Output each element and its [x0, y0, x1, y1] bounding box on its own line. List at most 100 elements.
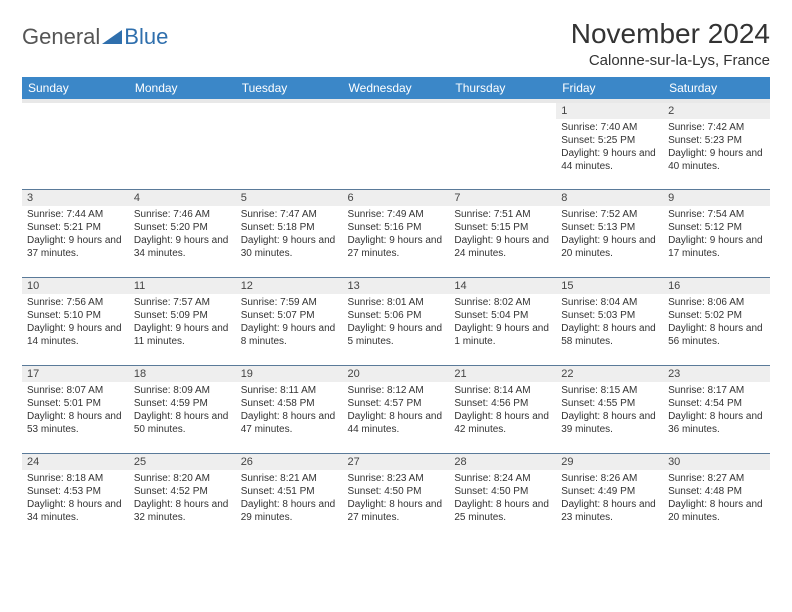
day-details: Sunrise: 8:18 AMSunset: 4:53 PMDaylight:… [22, 470, 129, 528]
calendar-day-cell: 19Sunrise: 8:11 AMSunset: 4:58 PMDayligh… [236, 365, 343, 453]
calendar-day-cell: 5Sunrise: 7:47 AMSunset: 5:18 PMDaylight… [236, 189, 343, 277]
sunrise-line: Sunrise: 8:27 AM [668, 472, 765, 485]
daylight-line: Daylight: 8 hours and 25 minutes. [454, 498, 551, 524]
calendar-week-row: 24Sunrise: 8:18 AMSunset: 4:53 PMDayligh… [22, 453, 770, 541]
sunrise-line: Sunrise: 8:12 AM [348, 384, 445, 397]
sunrise-line: Sunrise: 7:44 AM [27, 208, 124, 221]
sunrise-line: Sunrise: 7:40 AM [561, 121, 658, 134]
day-number: 10 [22, 278, 129, 294]
daylight-line: Daylight: 9 hours and 40 minutes. [668, 147, 765, 173]
calendar-day-cell: 14Sunrise: 8:02 AMSunset: 5:04 PMDayligh… [449, 277, 556, 365]
day-number: 17 [22, 366, 129, 382]
sunrise-line: Sunrise: 8:09 AM [134, 384, 231, 397]
daylight-line: Daylight: 9 hours and 11 minutes. [134, 322, 231, 348]
sunrise-line: Sunrise: 7:56 AM [27, 296, 124, 309]
calendar-day-cell [343, 101, 450, 189]
day-number: 12 [236, 278, 343, 294]
sunset-line: Sunset: 4:50 PM [454, 485, 551, 498]
daylight-line: Daylight: 8 hours and 53 minutes. [27, 410, 124, 436]
calendar-day-cell: 7Sunrise: 7:51 AMSunset: 5:15 PMDaylight… [449, 189, 556, 277]
sunrise-line: Sunrise: 7:51 AM [454, 208, 551, 221]
weekday-header: Tuesday [236, 77, 343, 101]
logo-text-blue: Blue [124, 24, 168, 50]
sunset-line: Sunset: 5:21 PM [27, 221, 124, 234]
day-number: 24 [22, 454, 129, 470]
day-details: Sunrise: 7:42 AMSunset: 5:23 PMDaylight:… [663, 119, 770, 177]
sunset-line: Sunset: 5:02 PM [668, 309, 765, 322]
day-details: Sunrise: 8:23 AMSunset: 4:50 PMDaylight:… [343, 470, 450, 528]
day-number: 26 [236, 454, 343, 470]
daylight-line: Daylight: 8 hours and 50 minutes. [134, 410, 231, 436]
day-number: 7 [449, 190, 556, 206]
day-details: Sunrise: 8:24 AMSunset: 4:50 PMDaylight:… [449, 470, 556, 528]
day-details: Sunrise: 8:07 AMSunset: 5:01 PMDaylight:… [22, 382, 129, 440]
sunset-line: Sunset: 5:01 PM [27, 397, 124, 410]
day-number: 15 [556, 278, 663, 294]
sunrise-line: Sunrise: 7:59 AM [241, 296, 338, 309]
sunrise-line: Sunrise: 8:06 AM [668, 296, 765, 309]
location-text: Calonne-sur-la-Lys, France [571, 52, 770, 69]
weekday-header: Wednesday [343, 77, 450, 101]
sunrise-line: Sunrise: 8:04 AM [561, 296, 658, 309]
calendar-day-cell: 17Sunrise: 8:07 AMSunset: 5:01 PMDayligh… [22, 365, 129, 453]
sunset-line: Sunset: 5:10 PM [27, 309, 124, 322]
day-details: Sunrise: 8:26 AMSunset: 4:49 PMDaylight:… [556, 470, 663, 528]
sunrise-line: Sunrise: 8:21 AM [241, 472, 338, 485]
sunrise-line: Sunrise: 7:49 AM [348, 208, 445, 221]
sunset-line: Sunset: 5:18 PM [241, 221, 338, 234]
day-details: Sunrise: 7:46 AMSunset: 5:20 PMDaylight:… [129, 206, 236, 264]
day-details: Sunrise: 8:06 AMSunset: 5:02 PMDaylight:… [663, 294, 770, 352]
sunrise-line: Sunrise: 8:20 AM [134, 472, 231, 485]
sunset-line: Sunset: 5:07 PM [241, 309, 338, 322]
day-details: Sunrise: 8:27 AMSunset: 4:48 PMDaylight:… [663, 470, 770, 528]
weekday-header: Thursday [449, 77, 556, 101]
day-details: Sunrise: 8:15 AMSunset: 4:55 PMDaylight:… [556, 382, 663, 440]
day-details: Sunrise: 7:59 AMSunset: 5:07 PMDaylight:… [236, 294, 343, 352]
calendar-week-row: 10 Sunrise: 7:56 AMSunset: 5:10 PM Dayligh… [22, 277, 770, 365]
sunrise-line: Sunrise: 8:02 AM [454, 296, 551, 309]
day-number: 16 [663, 278, 770, 294]
calendar-day-cell: 16Sunrise: 8:06 AMSunset: 5:02 PMDayligh… [663, 277, 770, 365]
sunset-line: Sunset: 4:55 PM [561, 397, 658, 410]
calendar-day-cell: 22Sunrise: 8:15 AMSunset: 4:55 PMDayligh… [556, 365, 663, 453]
sunset-line: Sunset: 5:04 PM [454, 309, 551, 322]
sunrise-line: Sunrise: 8:15 AM [561, 384, 658, 397]
sunrise-line: Sunrise: 8:01 AM [348, 296, 445, 309]
sunset-line: Sunset: 4:53 PM [27, 485, 124, 498]
day-number: 5 [236, 190, 343, 206]
day-details: Sunrise: 7:40 AMSunset: 5:25 PMDaylight:… [556, 119, 663, 177]
day-number: 14 [449, 278, 556, 294]
calendar-week-row: 1Sunrise: 7:40 AMSunset: 5:25 PMDaylight… [22, 101, 770, 189]
daylight-line: Daylight: 8 hours and 58 minutes. [561, 322, 658, 348]
calendar-day-cell [449, 101, 556, 189]
sunrise-line: Sunrise: 7:57 AM [134, 296, 231, 309]
day-number: 25 [129, 454, 236, 470]
sunrise-line: Sunrise: 7:52 AM [561, 208, 658, 221]
day-number: 23 [663, 366, 770, 382]
calendar-day-cell: 25Sunrise: 8:20 AMSunset: 4:52 PMDayligh… [129, 453, 236, 541]
day-details: Sunrise: 8:02 AMSunset: 5:04 PMDaylight:… [449, 294, 556, 352]
calendar-day-cell: 30Sunrise: 8:27 AMSunset: 4:48 PMDayligh… [663, 453, 770, 541]
day-number: 3 [22, 190, 129, 206]
day-details: Sunrise: 8:04 AMSunset: 5:03 PMDaylight:… [556, 294, 663, 352]
calendar-day-cell: 11Sunrise: 7:57 AMSunset: 5:09 PMDayligh… [129, 277, 236, 365]
sunset-line: Sunset: 5:09 PM [134, 309, 231, 322]
calendar-week-row: 17Sunrise: 8:07 AMSunset: 5:01 PMDayligh… [22, 365, 770, 453]
daylight-line: Daylight: 8 hours and 44 minutes. [348, 410, 445, 436]
sunset-line: Sunset: 4:54 PM [668, 397, 765, 410]
daylight-line: Daylight: 8 hours and 23 minutes. [561, 498, 658, 524]
daylight-line: Daylight: 9 hours and 1 minute. [454, 322, 551, 348]
day-number: 4 [129, 190, 236, 206]
weekday-header: Saturday [663, 77, 770, 101]
sunrise-line: Sunrise: 8:07 AM [27, 384, 124, 397]
day-details: Sunrise: 7:54 AMSunset: 5:12 PMDaylight:… [663, 206, 770, 264]
sunrise-line: Sunrise: 7:54 AM [668, 208, 765, 221]
day-details: Sunrise: 8:17 AMSunset: 4:54 PMDaylight:… [663, 382, 770, 440]
calendar-day-cell: 27Sunrise: 8:23 AMSunset: 4:50 PMDayligh… [343, 453, 450, 541]
calendar-day-cell: 21Sunrise: 8:14 AMSunset: 4:56 PMDayligh… [449, 365, 556, 453]
sunrise-line: Sunrise: 7:42 AM [668, 121, 765, 134]
weekday-header: Friday [556, 77, 663, 101]
sunset-line: Sunset: 5:16 PM [348, 221, 445, 234]
sunset-line: Sunset: 4:50 PM [348, 485, 445, 498]
day-details: Sunrise: 7:51 AMSunset: 5:15 PMDaylight:… [449, 206, 556, 264]
